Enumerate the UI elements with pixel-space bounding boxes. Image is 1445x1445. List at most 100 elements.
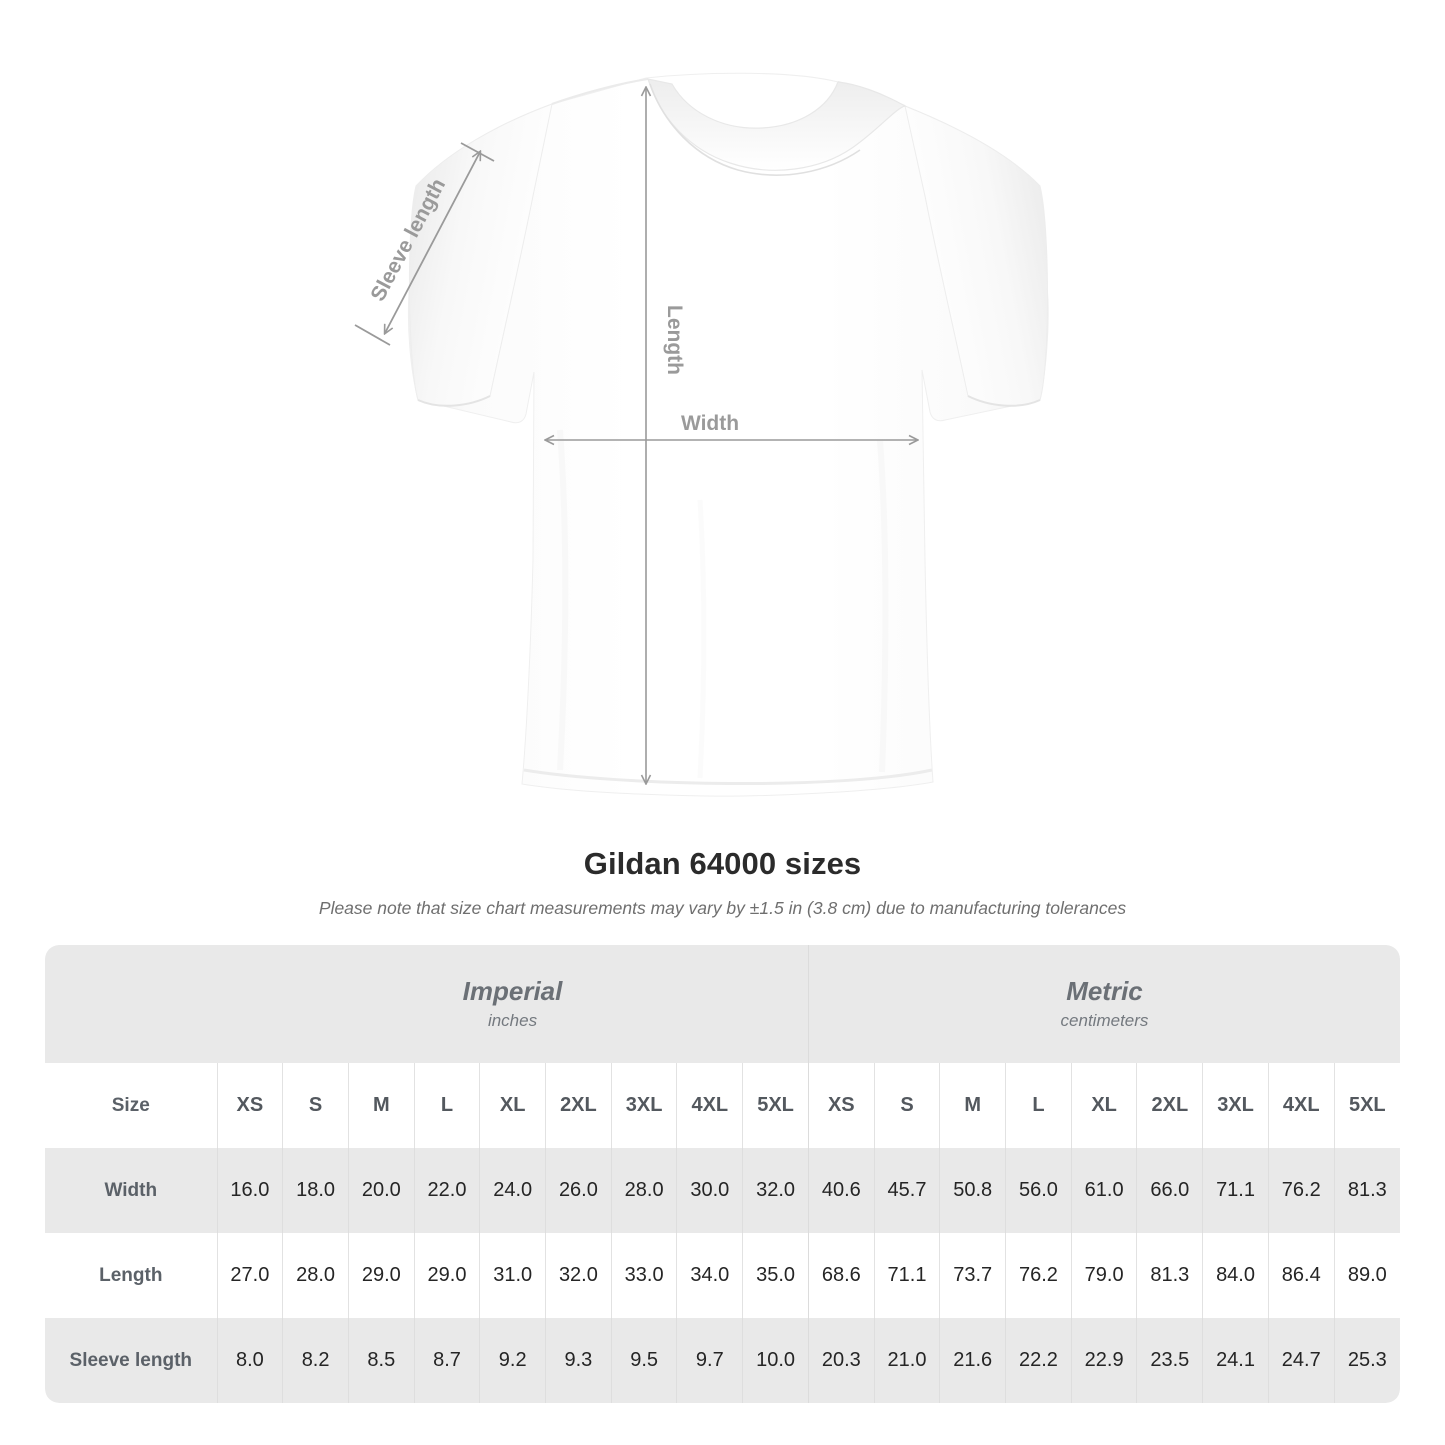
tshirt-illustration-svg: Sleeve length Length Width — [354, 72, 1049, 797]
cell-length-imperial-2xl: 32.0 — [545, 1233, 612, 1318]
cell-sleeve-length-metric-4xl: 24.7 — [1267, 1318, 1335, 1403]
cell-value: 66.0 — [1150, 1179, 1190, 1201]
unit-subtitle: centimeters — [1060, 1011, 1149, 1030]
cell-value: 18.0 — [296, 1179, 336, 1201]
size-name: XL — [1091, 1094, 1117, 1116]
size-name: XS — [827, 1094, 855, 1116]
cell-value: 81.3 — [1347, 1179, 1387, 1201]
size-column-header-imperial-xs: XS — [216, 1063, 283, 1148]
cell-value: 79.0 — [1084, 1264, 1124, 1286]
cell-value: 24.1 — [1216, 1349, 1255, 1371]
cell-value: 24.0 — [493, 1179, 533, 1201]
cell-value: 50.8 — [953, 1179, 993, 1201]
cell-width-metric-2xl: 66.0 — [1136, 1148, 1203, 1233]
cell-sleeve-length-metric-xs: 20.3 — [807, 1318, 875, 1403]
size-label-text: Size — [111, 1094, 150, 1116]
cell-length-imperial-xs: 27.0 — [216, 1233, 283, 1318]
size-column-header-metric-xl: XL — [1070, 1063, 1137, 1148]
size-name: L — [440, 1094, 454, 1116]
cell-width-metric-5xl: 81.3 — [1333, 1148, 1400, 1233]
row-label-text: Sleeve length — [69, 1349, 193, 1371]
cell-length-imperial-xl: 31.0 — [479, 1233, 546, 1318]
row-label-text: Length — [99, 1264, 163, 1286]
cell-value: 29.0 — [427, 1264, 467, 1286]
cell-sleeve-length-imperial-4xl: 9.7 — [676, 1318, 743, 1403]
cell-width-imperial-l: 22.0 — [413, 1148, 480, 1233]
cell-length-metric-2xl: 81.3 — [1136, 1233, 1203, 1318]
collar — [647, 78, 907, 176]
size-name: S — [900, 1094, 914, 1116]
size-column-header-imperial-4xl: 4XL — [676, 1063, 743, 1148]
size-column-header-imperial-xl: XL — [479, 1063, 546, 1148]
cell-width-imperial-4xl: 30.0 — [676, 1148, 743, 1233]
cell-value: 16.0 — [230, 1179, 270, 1201]
cell-sleeve-length-metric-5xl: 25.3 — [1333, 1318, 1400, 1403]
table-row: Width 16.0 18.0 20.0 22.0 24.0 26.0 28.0 30.0 32.… — [45, 1148, 1400, 1233]
cell-value: 31.0 — [493, 1264, 533, 1286]
cell-value: 29.0 — [361, 1264, 401, 1286]
cell-length-metric-xs: 68.6 — [807, 1233, 875, 1318]
cell-width-metric-4xl: 76.2 — [1267, 1148, 1335, 1233]
cell-sleeve-length-imperial-3xl: 9.5 — [610, 1318, 677, 1403]
cell-length-imperial-3xl: 33.0 — [610, 1233, 677, 1318]
size-column-header-metric-2xl: 2XL — [1136, 1063, 1203, 1148]
cell-width-imperial-s: 18.0 — [282, 1148, 349, 1233]
size-name: 3XL — [625, 1094, 663, 1116]
cell-value: 21.6 — [953, 1349, 993, 1371]
size-column-header-metric-5xl: 5XL — [1333, 1063, 1400, 1148]
cell-value: 73.7 — [953, 1264, 993, 1286]
right-sleeve — [904, 105, 1048, 407]
size-chart-table: Imperial inches Metric centimeters Size XS S M L… — [45, 945, 1400, 1403]
tshirt-diagram: Sleeve length Length Width — [354, 72, 1049, 797]
cell-value: 10.0 — [756, 1349, 796, 1371]
cell-length-metric-5xl: 89.0 — [1333, 1233, 1400, 1318]
size-column-header-imperial-l: L — [413, 1063, 480, 1148]
cell-length-imperial-4xl: 34.0 — [676, 1233, 743, 1318]
cell-width-metric-3xl: 71.1 — [1202, 1148, 1269, 1233]
size-column-header-metric-s: S — [873, 1063, 940, 1148]
cell-sleeve-length-metric-2xl: 23.5 — [1136, 1318, 1203, 1403]
cell-sleeve-length-metric-m: 21.6 — [939, 1318, 1006, 1403]
cell-value: 32.0 — [756, 1179, 796, 1201]
cell-value: 26.0 — [558, 1179, 598, 1201]
cell-width-imperial-3xl: 28.0 — [610, 1148, 677, 1233]
size-name: 4XL — [1282, 1094, 1320, 1116]
size-name: 5XL — [1348, 1094, 1386, 1116]
size-name: 5XL — [757, 1094, 794, 1116]
cell-length-metric-xl: 79.0 — [1070, 1233, 1137, 1318]
cell-value: 8.7 — [433, 1349, 461, 1371]
cell-length-imperial-5xl: 35.0 — [742, 1233, 809, 1318]
cell-value: 8.0 — [235, 1349, 264, 1371]
cell-value: 8.2 — [301, 1349, 330, 1371]
unit-row-spacer — [45, 945, 218, 1063]
cell-width-imperial-m: 20.0 — [347, 1148, 415, 1233]
cell-length-imperial-m: 29.0 — [347, 1233, 415, 1318]
cell-value: 40.6 — [821, 1179, 861, 1201]
cell-sleeve-length-imperial-l: 8.7 — [413, 1318, 480, 1403]
unit-header-metric: Metric centimeters — [807, 945, 1400, 1063]
row-label-sleeve-length: Sleeve length — [45, 1318, 218, 1403]
title-block: Gildan 64000 sizes Please note that size… — [0, 845, 1445, 919]
cell-value: 89.0 — [1347, 1264, 1387, 1286]
row-label-length: Length — [45, 1233, 218, 1318]
size-column-header-metric-xs: XS — [807, 1063, 875, 1148]
fabric-folds — [557, 429, 889, 779]
cell-value: 22.2 — [1018, 1349, 1058, 1371]
size-name: S — [308, 1094, 323, 1116]
cell-value: 81.3 — [1150, 1264, 1190, 1286]
size-name: L — [1032, 1094, 1045, 1116]
unit-name: Imperial — [462, 976, 563, 1006]
cell-sleeve-length-metric-3xl: 24.1 — [1202, 1318, 1269, 1403]
cell-value: 45.7 — [887, 1179, 927, 1201]
cell-value: 9.7 — [695, 1349, 724, 1371]
cell-value: 27.0 — [230, 1264, 270, 1286]
size-name: M — [964, 1094, 982, 1116]
cell-width-metric-l: 56.0 — [1005, 1148, 1072, 1233]
unit-subtitle: inches — [487, 1011, 538, 1030]
cell-value: 71.1 — [1216, 1179, 1255, 1201]
row-label-width: Width — [45, 1148, 218, 1233]
cell-value: 86.4 — [1281, 1264, 1321, 1286]
length-label: Length — [663, 305, 686, 375]
cell-sleeve-length-imperial-s: 8.2 — [282, 1318, 349, 1403]
cell-value: 68.6 — [821, 1264, 861, 1286]
